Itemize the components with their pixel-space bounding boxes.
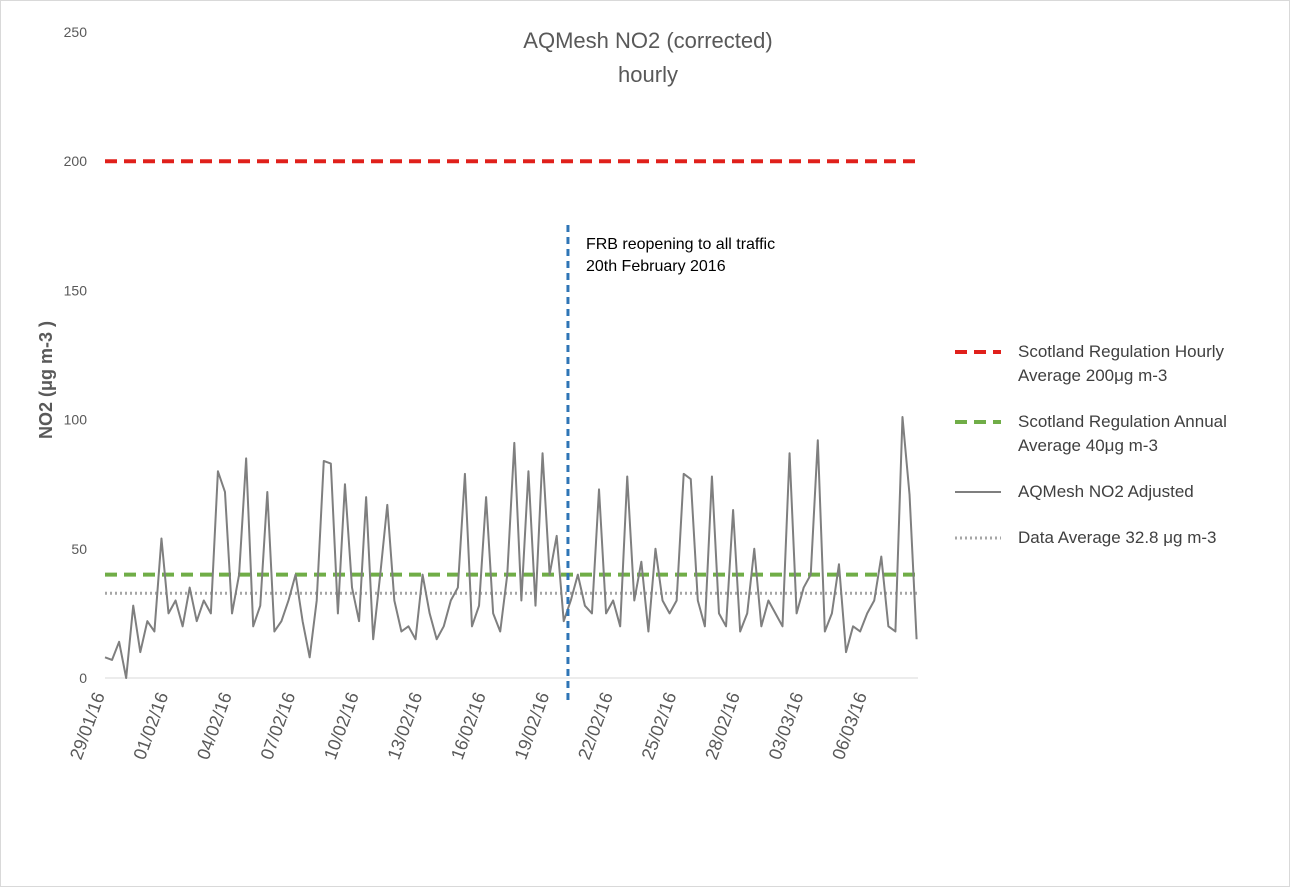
legend-swatch: [955, 491, 1001, 493]
chart-subtitle: hourly: [618, 62, 678, 87]
legend-entry: AQMesh NO2 Adjusted: [955, 480, 1285, 504]
legend: Scotland Regulation Hourly Average 200μg…: [955, 340, 1285, 572]
legend-entry: Data Average 32.8 μg m-3: [955, 526, 1285, 550]
legend-label: AQMesh NO2 Adjusted: [1018, 482, 1194, 501]
legend-swatch: [955, 420, 1001, 424]
data-line: [104, 416, 918, 679]
legend-entry: Scotland Regulation Hourly Average 200μg…: [955, 340, 1285, 388]
x-tick-label: 22/02/16: [574, 690, 617, 763]
x-tick-label: 01/02/16: [130, 690, 173, 763]
x-tick-label: 19/02/16: [511, 690, 554, 763]
y-axis-label: NO2 (μg m-3 ): [36, 321, 56, 439]
chart-title: AQMesh NO2 (corrected): [523, 28, 772, 53]
legend-swatch: [955, 536, 1001, 540]
legend-label: Scotland Regulation Annual Average 40μg …: [1018, 412, 1227, 455]
x-tick-label: 06/03/16: [828, 690, 871, 763]
x-tick-label: 13/02/16: [384, 690, 427, 763]
x-tick-label: 04/02/16: [193, 690, 236, 763]
x-tick-label: 07/02/16: [257, 690, 300, 763]
y-tick-label: 50: [71, 541, 87, 557]
legend-swatch: [955, 350, 1001, 354]
y-tick-label: 150: [64, 282, 88, 298]
x-tick-label: 29/01/16: [66, 690, 109, 763]
y-tick-label: 100: [64, 412, 88, 428]
legend-entry: Scotland Regulation Annual Average 40μg …: [955, 410, 1285, 458]
y-tick-label: 0: [79, 670, 87, 686]
legend-label: Data Average 32.8 μg m-3: [1018, 528, 1217, 547]
x-tick-label: 16/02/16: [447, 690, 490, 763]
event-label: 20th February 2016: [586, 258, 726, 275]
y-tick-label: 200: [64, 153, 88, 169]
x-tick-label: 03/03/16: [765, 690, 808, 763]
x-tick-label: 25/02/16: [638, 690, 681, 763]
x-tick-label: 28/02/16: [701, 690, 744, 763]
y-tick-label: 250: [64, 24, 88, 40]
x-tick-label: 10/02/16: [320, 690, 363, 763]
event-label: FRB reopening to all traffic: [586, 236, 775, 253]
legend-label: Scotland Regulation Hourly Average 200μg…: [1018, 342, 1225, 385]
